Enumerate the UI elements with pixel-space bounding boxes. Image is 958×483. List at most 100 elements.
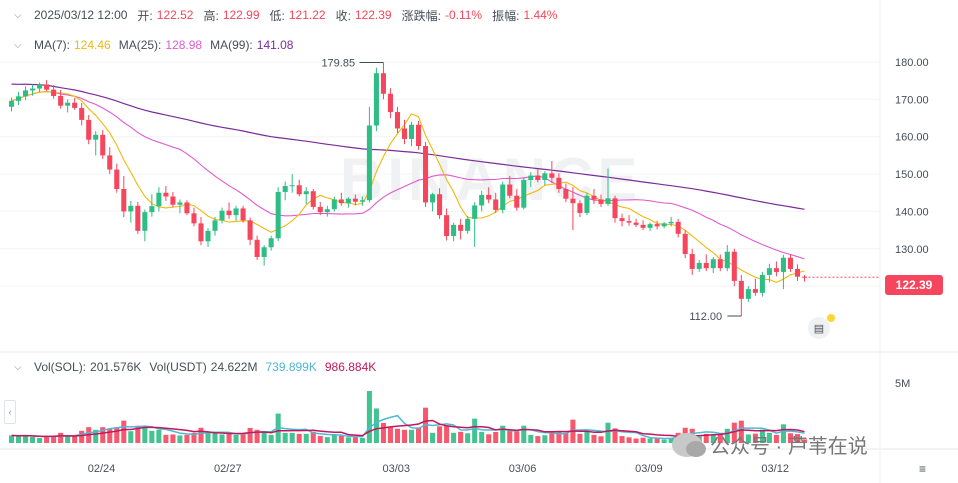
candle-body [254,239,260,257]
candle-body [549,173,555,178]
candle-body [703,262,709,269]
volume-legend-row: ⌵ Vol(SOL): 201.576K Vol(USDT) 24.622M 7… [0,358,376,376]
candle-body [352,198,358,202]
open-label: 开: [137,8,153,23]
volume-bar [408,429,415,443]
candle-body [430,194,436,203]
candle-body [268,238,274,248]
candle-body [149,206,155,213]
candle-body [303,191,309,195]
volume-bar [338,435,344,443]
candle-body [514,195,520,208]
high-label: 高: [203,8,219,23]
candle-body [184,202,190,214]
candle-body [275,191,281,239]
volume-bar [605,422,611,443]
candle-body [633,222,639,225]
volume-bar [212,432,218,443]
candle-body [163,192,169,197]
scroll-left-icon[interactable]: ‹ [4,400,16,424]
volume-bar [479,431,485,443]
volume-bar [612,428,618,443]
candle-body [584,195,590,213]
candle-body [121,189,127,212]
collapse-chevron-icon[interactable]: ⌵ [14,9,22,21]
volume-bar [745,434,751,443]
volume-ma-lines [11,414,805,440]
volume-bar [37,437,43,443]
candle-body [787,257,793,269]
candle-body [16,96,22,101]
candle-body [282,186,288,192]
axes: 180.00 170.00 160.00 150.00 140.00 130.00 5M 02… [88,57,929,475]
volume-bar [507,430,513,443]
candle-body [423,146,429,203]
candle-body [486,194,492,200]
volume-bar [303,433,309,443]
volume-collapse-chevron-icon[interactable]: ⌵ [14,361,22,373]
candle-body [107,155,113,170]
volume-bar [787,433,793,443]
candle-body [51,89,57,96]
candle-body [458,224,464,231]
volume-bar [198,427,204,443]
volume-bar [240,433,246,443]
volume-bar [801,439,808,443]
candle-body [58,95,64,106]
vol-ma2-value: 986.884K [324,360,377,374]
ma25-path [11,91,805,260]
ma25-line [11,91,805,260]
volume-bar [254,429,260,443]
volume-bar [387,426,393,443]
candle-body [696,262,702,269]
vol-ma1-value: 739.899K [265,360,317,374]
candle-body [331,199,337,210]
candle-body [226,210,232,216]
volume-bar [668,437,674,443]
document-icon[interactable]: ▤ [808,317,830,339]
candle-body [128,205,134,212]
volume-bar [444,425,450,443]
volume-bar [23,435,29,443]
axis-settings-icon[interactable]: ≡ [919,462,927,476]
candle-body [780,257,786,272]
candle-datetime: 2025/03/12 12:00 [34,8,128,22]
volume-bar [486,434,492,443]
candle-body [416,124,422,147]
candle-body [654,224,660,227]
volume-bar [794,434,800,443]
volume-bar [114,427,120,443]
ma-collapse-chevron-icon[interactable]: ⌵ [14,39,22,51]
candle-body [317,206,323,213]
volume-bar [549,431,555,443]
candle-body [191,213,197,224]
candle-body [30,88,36,91]
candle-body [773,268,779,272]
volume-bar [528,434,534,443]
volume-bar [633,438,639,443]
candle-body [521,180,527,208]
volume-bar [135,425,141,443]
high-annotation-label: 179.85 [321,58,355,70]
volume-bar [640,437,646,443]
volume-bar [8,435,15,443]
volume-bar [184,434,190,443]
volume-bar [149,430,155,443]
date-tick-label: 03/12 [761,463,789,475]
ma99-value: 141.08 [256,38,294,52]
volume-bar [458,431,464,443]
candle-body [794,268,800,277]
volume-bar [437,426,443,443]
candle-body [324,209,330,213]
volume-axis-label: 5M [895,378,910,390]
ma7-line [11,91,805,284]
volume-bar [577,433,583,443]
candle-body [493,199,499,210]
volume-bar [556,432,562,443]
candle-body [387,93,393,113]
volume-bar [310,431,316,443]
volume-bar [535,436,541,443]
candle-body [640,224,646,228]
amplitude-value: 1.44% [523,8,558,22]
